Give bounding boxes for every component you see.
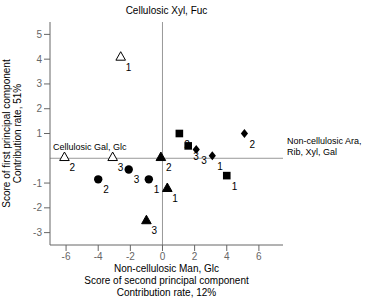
svg-text:3: 3	[134, 174, 140, 185]
svg-text:Score of first principal compo: Score of first principal component	[8, 59, 12, 208]
svg-text:-1: -1	[33, 178, 42, 189]
svg-text:-2: -2	[126, 251, 135, 262]
svg-text:3: 3	[201, 155, 207, 166]
svg-text:1: 1	[154, 184, 160, 195]
svg-text:3: 3	[193, 150, 199, 162]
svg-text:-6: -6	[62, 251, 71, 262]
svg-text:1: 1	[126, 62, 132, 73]
svg-text:2: 2	[192, 251, 198, 262]
svg-text:Cellulosic Xyl, Fuc: Cellulosic Xyl, Fuc	[126, 5, 208, 16]
svg-text:-3: -3	[33, 227, 42, 238]
svg-text:4: 4	[224, 251, 230, 262]
svg-text:2: 2	[166, 162, 172, 173]
svg-text:1: 1	[172, 193, 178, 204]
svg-text:2: 2	[69, 162, 75, 173]
svg-text:Score of second principal comp: Score of second principal component	[84, 275, 249, 286]
svg-text:0: 0	[160, 251, 166, 262]
svg-text:6: 6	[256, 251, 262, 262]
svg-text:1: 1	[36, 128, 42, 139]
svg-text:3: 3	[118, 162, 124, 173]
svg-text:Non-cellulosic Ara,: Non-cellulosic Ara,	[287, 136, 362, 146]
svg-text:3: 3	[36, 78, 42, 89]
svg-text:2: 2	[103, 184, 109, 195]
svg-text:Contribution rate, 51%: Contribution rate, 51%	[12, 84, 23, 184]
svg-text:Rib, Xyl, Gal: Rib, Xyl, Gal	[287, 147, 337, 157]
svg-text:-2: -2	[33, 202, 42, 213]
svg-text:Non-cellulosic Man, Glc: Non-cellulosic Man, Glc	[114, 263, 219, 274]
svg-text:2: 2	[36, 103, 42, 114]
svg-text:1: 1	[232, 181, 238, 192]
svg-text:4: 4	[36, 54, 42, 65]
svg-text:3: 3	[151, 225, 157, 236]
svg-text:Contribution rate, 12%: Contribution rate, 12%	[117, 287, 217, 298]
svg-text:2: 2	[249, 139, 255, 150]
svg-text:1: 1	[217, 161, 223, 172]
svg-text:Cellulosic Gal, Glc: Cellulosic Gal, Glc	[53, 142, 127, 152]
svg-text:-4: -4	[94, 251, 103, 262]
svg-text:5: 5	[36, 29, 42, 40]
